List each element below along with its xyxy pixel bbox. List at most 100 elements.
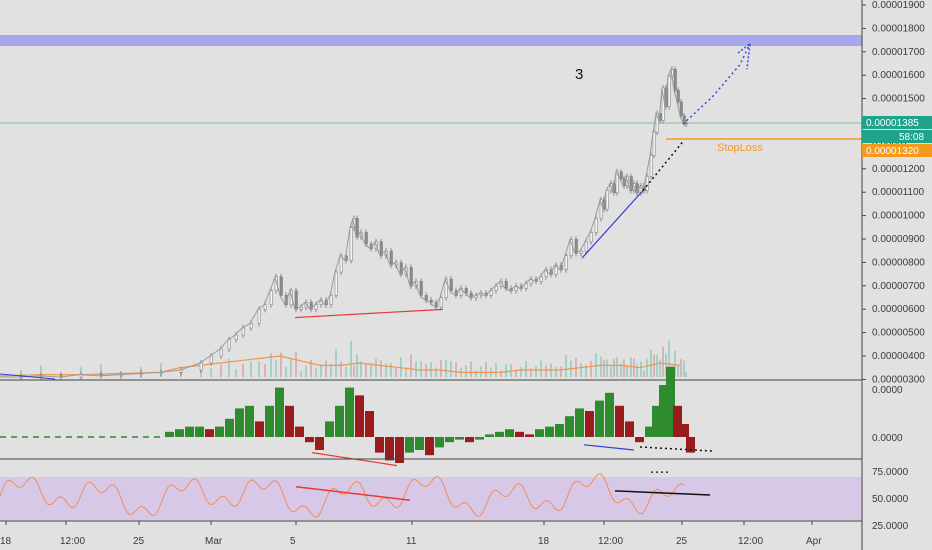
price-tick-label: 0.00001700 xyxy=(872,47,925,58)
projection-dotted-line xyxy=(642,141,684,191)
candle xyxy=(652,131,656,156)
candle xyxy=(489,290,493,296)
candle xyxy=(504,281,508,289)
volume-bar xyxy=(242,363,244,377)
momentum-bar xyxy=(565,416,574,437)
price-tick-label: 0.00000400 xyxy=(872,351,925,362)
candle xyxy=(339,255,343,273)
volume-bar xyxy=(445,359,447,377)
volume-bar xyxy=(590,360,592,377)
candle xyxy=(269,290,273,305)
volume-bar xyxy=(220,364,222,377)
momentum-bar xyxy=(355,395,364,437)
countdown-value: 58:08 xyxy=(899,132,924,143)
candle xyxy=(584,241,588,252)
price-panel[interactable]: 3 StopLoss xyxy=(0,0,862,381)
momentum-bar xyxy=(535,429,544,437)
volume-bar xyxy=(250,361,252,377)
momentum-bar xyxy=(495,431,504,437)
candle xyxy=(249,323,253,329)
candle xyxy=(494,285,498,291)
candle xyxy=(329,295,333,305)
momentum-bar xyxy=(285,405,294,437)
volume-bar xyxy=(365,363,367,377)
momentum-bar xyxy=(585,411,594,437)
volume-bar xyxy=(400,357,402,377)
volume-bar xyxy=(425,364,427,377)
volume-bar xyxy=(228,358,230,377)
volume-bar xyxy=(450,361,452,377)
candle xyxy=(219,348,223,357)
volume-bar xyxy=(480,366,482,377)
volume-bar xyxy=(285,366,287,377)
momentum-bar xyxy=(395,437,404,463)
candle xyxy=(679,101,683,117)
candle xyxy=(279,276,283,296)
volume-bar xyxy=(603,359,605,377)
momentum-bar xyxy=(575,408,584,437)
momentum-bar xyxy=(666,366,675,437)
projection-arrow-line xyxy=(682,43,751,125)
volume-bar xyxy=(623,359,625,377)
candle xyxy=(409,267,413,287)
volume-bar xyxy=(310,359,312,377)
momentum-bar xyxy=(375,437,384,453)
momentum-bar xyxy=(659,385,668,437)
volume-bar xyxy=(325,360,327,377)
price-tick-label: 0.00001800 xyxy=(872,23,925,34)
volume-bar xyxy=(606,359,608,377)
candle xyxy=(389,250,393,266)
volume-bar xyxy=(662,346,664,377)
rsi-tick-label: 25.0000 xyxy=(872,521,909,532)
momentum-bar xyxy=(175,429,184,437)
volume-bar xyxy=(455,362,457,377)
time-axis[interactable]: 18 12:00 25 Mar 5 11 18 12:00 25 12:00 Apr xyxy=(0,521,822,547)
candle xyxy=(263,304,267,310)
rsi-line xyxy=(0,473,685,518)
momentum-trend-line xyxy=(583,444,635,451)
price-line xyxy=(0,67,686,378)
momentum-bar xyxy=(275,387,284,437)
price-tick-label: 0.00001900 xyxy=(872,0,925,11)
momentum-panel[interactable] xyxy=(0,366,862,467)
volume-bar xyxy=(680,359,682,377)
price-tick-label: 0.00000900 xyxy=(872,234,925,245)
stop-loss-tag: 0.00001320 xyxy=(862,144,932,157)
candle xyxy=(594,218,598,233)
stop-loss-value: 0.00001320 xyxy=(866,146,919,157)
rsi-panel[interactable] xyxy=(0,471,862,522)
price-axis[interactable]: 0.00001900 0.00001800 0.00001700 0.00001600… xyxy=(862,0,925,532)
momentum-bar xyxy=(625,421,634,437)
stop-loss-label: StopLoss xyxy=(717,142,763,154)
volume-bar xyxy=(515,369,517,377)
momentum-bar xyxy=(385,437,394,461)
momentum-bar xyxy=(455,437,464,440)
volume-bar xyxy=(340,361,342,377)
rsi-tick-label: 75.0000 xyxy=(872,467,909,478)
volume-bar xyxy=(475,370,477,377)
candle xyxy=(459,288,463,296)
time-tick-label: Mar xyxy=(205,536,223,547)
volume-bar xyxy=(420,361,422,377)
volume-bar xyxy=(495,363,497,377)
candle xyxy=(619,171,623,180)
candle xyxy=(682,115,686,124)
momentum-bar xyxy=(445,437,454,443)
volume-ma-line xyxy=(0,355,681,377)
time-tick-label: 12:00 xyxy=(60,536,85,547)
momentum-projection-line xyxy=(639,446,713,452)
volume-bar xyxy=(275,360,277,377)
candle xyxy=(209,355,213,364)
volume-bar xyxy=(535,366,537,377)
volume-bar xyxy=(520,367,522,377)
volume-bar xyxy=(390,363,392,377)
candle xyxy=(294,290,298,310)
time-tick-label: 25 xyxy=(676,536,688,547)
momentum-bar xyxy=(680,424,689,437)
time-tick-label: 5 xyxy=(290,536,296,547)
price-tick-label: 0.00001200 xyxy=(872,164,925,175)
candle xyxy=(649,155,653,177)
rsi-tick-label: 50.0000 xyxy=(872,494,909,505)
